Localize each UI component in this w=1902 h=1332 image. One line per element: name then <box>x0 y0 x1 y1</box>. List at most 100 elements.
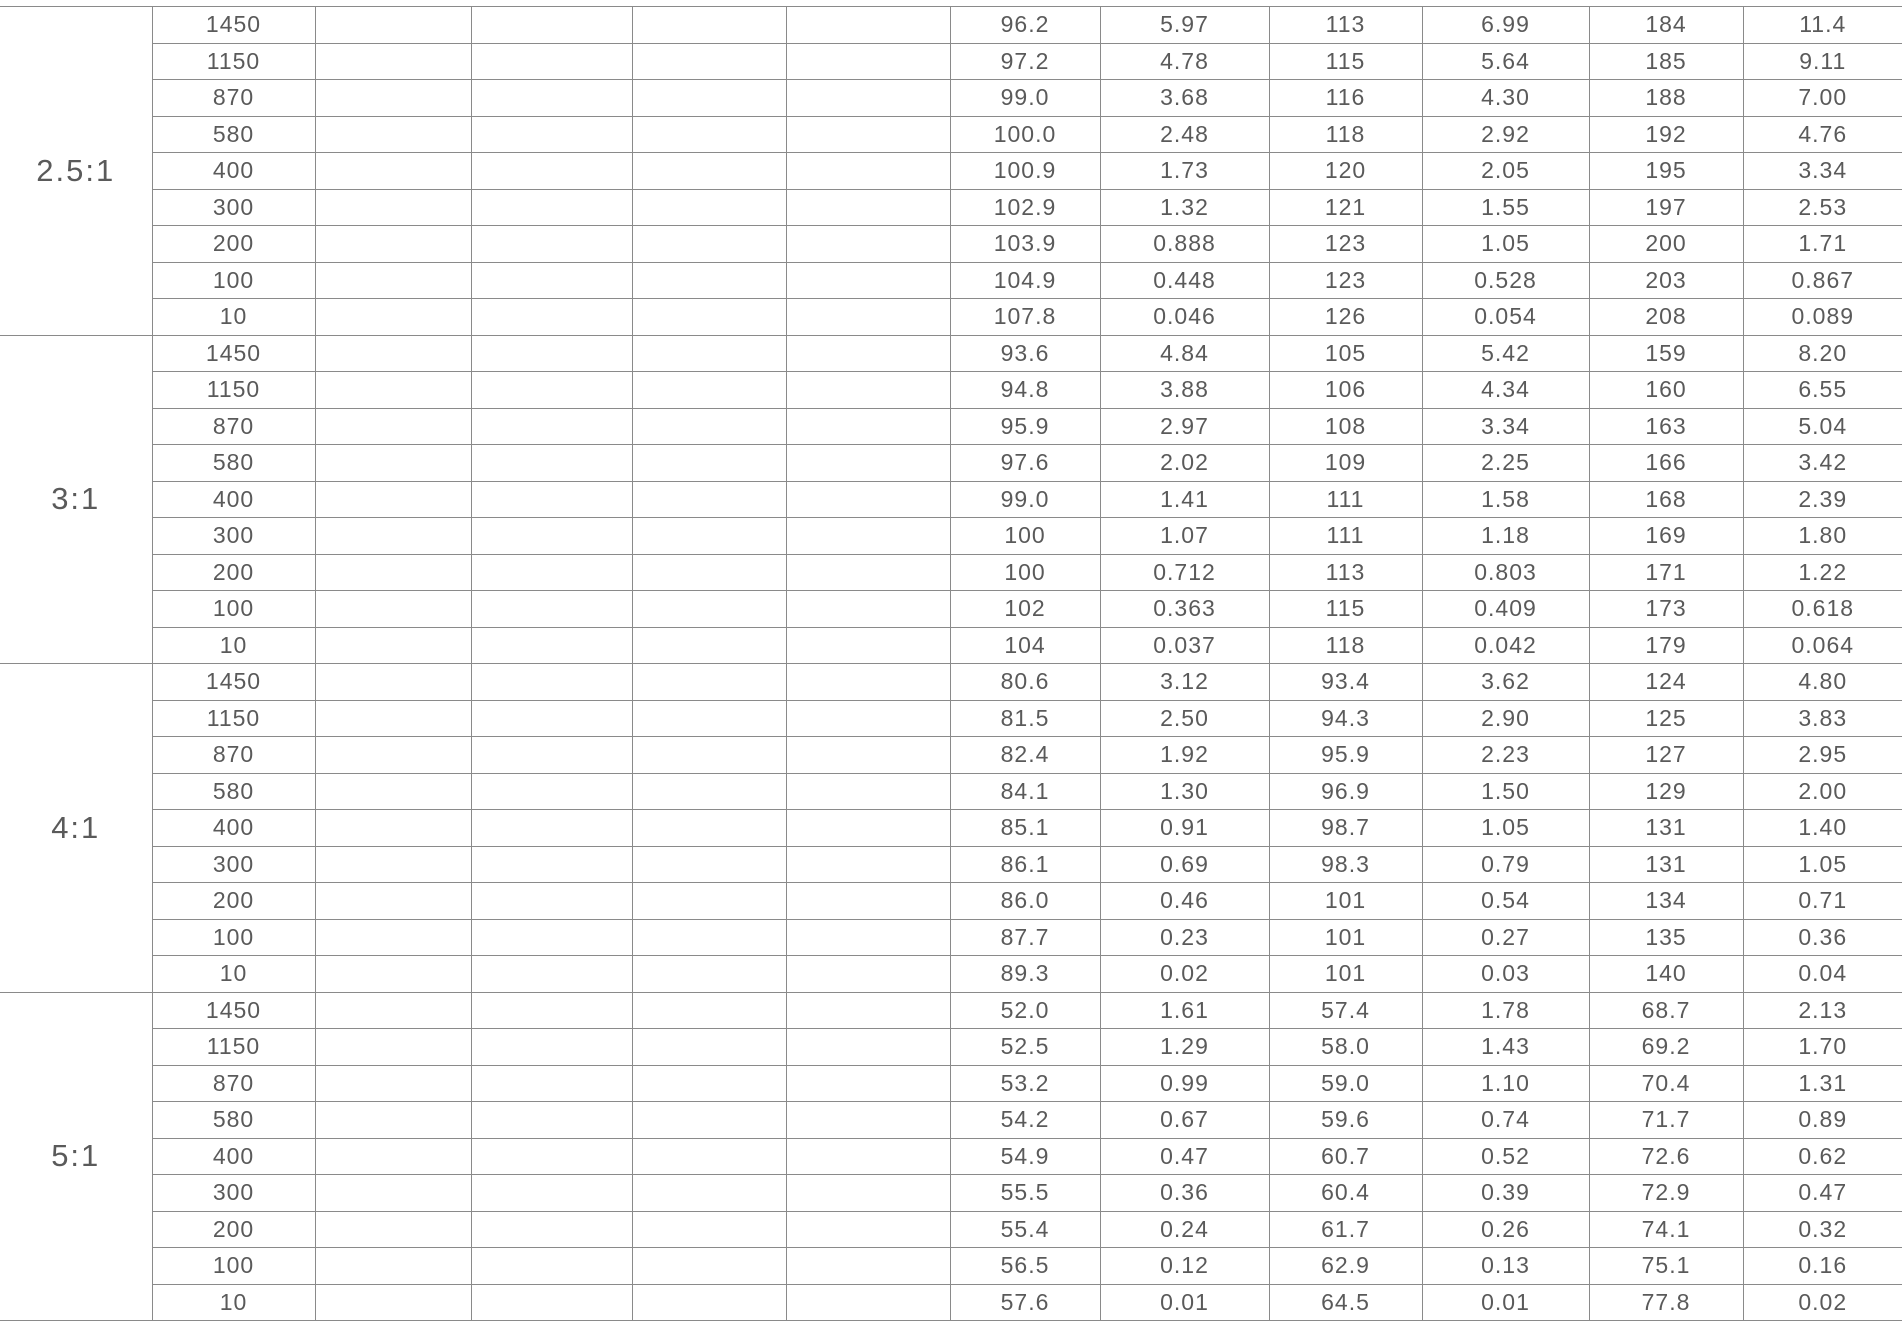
value-cell: 0.01 <box>1099 1283 1270 1321</box>
value-cell: 192 <box>1588 115 1744 153</box>
value-cell: 2.50 <box>1099 699 1270 737</box>
empty-cell <box>470 918 633 956</box>
empty-cell <box>785 261 951 299</box>
value-cell: 104 <box>949 626 1101 664</box>
empty-cell <box>470 407 633 445</box>
empty-cell <box>470 1283 633 1321</box>
value-cell: 0.36 <box>1742 918 1902 956</box>
value-cell: 0.02 <box>1742 1283 1902 1321</box>
value-cell: 1.10 <box>1421 1064 1590 1102</box>
table-row: 400 100.9 1.73 120 2.05 195 3.34 <box>0 152 1902 190</box>
value-cell: 4.78 <box>1099 42 1270 80</box>
speed-cell: 100 <box>151 1247 316 1285</box>
value-cell: 61.7 <box>1268 1210 1423 1248</box>
value-cell: 4.34 <box>1421 371 1590 409</box>
value-cell: 1.92 <box>1099 736 1270 774</box>
value-cell: 118 <box>1268 626 1423 664</box>
table-row: 10 57.6 0.01 64.5 0.01 77.8 0.02 <box>0 1283 1902 1321</box>
empty-cell <box>785 991 951 1029</box>
empty-cell <box>785 371 951 409</box>
value-cell: 0.23 <box>1099 918 1270 956</box>
empty-cell <box>631 480 787 518</box>
speed-cell: 580 <box>151 444 316 482</box>
empty-cell <box>314 809 472 847</box>
value-cell: 0.16 <box>1742 1247 1902 1285</box>
speed-cell: 400 <box>151 809 316 847</box>
value-cell: 94.8 <box>949 371 1101 409</box>
speed-cell: 1450 <box>151 663 316 701</box>
empty-cell <box>314 991 472 1029</box>
value-cell: 0.52 <box>1421 1137 1590 1175</box>
empty-cell <box>470 1247 633 1285</box>
table-row: 1150 81.5 2.50 94.3 2.90 125 3.83 <box>0 699 1902 737</box>
value-cell: 118 <box>1268 115 1423 153</box>
value-cell: 71.7 <box>1588 1101 1744 1139</box>
table-row: 5:1 1450 52.0 1.61 57.4 1.78 68.7 2.13 <box>0 991 1902 1321</box>
value-cell: 86.0 <box>949 882 1101 920</box>
empty-cell <box>314 517 472 555</box>
empty-cell <box>470 1174 633 1212</box>
empty-cell <box>470 1137 633 1175</box>
empty-cell <box>314 1137 472 1175</box>
ratio-speed-data-table: 2.5:1 1450 96.2 5.97 113 6.99 184 11.4 1150 97.2 4… <box>0 6 1902 1321</box>
empty-cell <box>631 699 787 737</box>
empty-cell <box>314 1101 472 1139</box>
value-cell: 68.7 <box>1588 991 1744 1029</box>
empty-cell <box>785 188 951 226</box>
empty-cell <box>631 1210 787 1248</box>
value-cell: 1.05 <box>1421 809 1590 847</box>
empty-cell <box>470 42 633 80</box>
value-cell: 1.58 <box>1421 480 1590 518</box>
empty-cell <box>785 407 951 445</box>
empty-cell <box>631 1028 787 1066</box>
value-cell: 6.55 <box>1742 371 1902 409</box>
value-cell: 0.712 <box>1099 553 1270 591</box>
value-cell: 0.62 <box>1742 1137 1902 1175</box>
empty-cell <box>785 882 951 920</box>
empty-cell <box>785 1210 951 1248</box>
value-cell: 2.92 <box>1421 115 1590 153</box>
speed-cell: 870 <box>151 79 316 117</box>
value-cell: 0.67 <box>1099 1101 1270 1139</box>
empty-cell <box>631 991 787 1029</box>
empty-cell <box>470 517 633 555</box>
empty-cell <box>314 918 472 956</box>
speed-cell: 1150 <box>151 371 316 409</box>
speed-cell: 300 <box>151 845 316 883</box>
empty-cell <box>470 699 633 737</box>
value-cell: 115 <box>1268 590 1423 628</box>
value-cell: 1.05 <box>1421 225 1590 263</box>
value-cell: 1.61 <box>1099 991 1270 1029</box>
table-row: 580 100.0 2.48 118 2.92 192 4.76 <box>0 115 1902 153</box>
empty-cell <box>470 882 633 920</box>
value-cell: 0.69 <box>1099 845 1270 883</box>
empty-cell <box>631 736 787 774</box>
empty-cell <box>314 1210 472 1248</box>
value-cell: 0.01 <box>1421 1283 1590 1321</box>
value-cell: 0.064 <box>1742 626 1902 664</box>
speed-cell: 400 <box>151 480 316 518</box>
value-cell: 173 <box>1588 590 1744 628</box>
value-cell: 0.867 <box>1742 261 1902 299</box>
table-row: 300 100 1.07 111 1.18 169 1.80 <box>0 517 1902 555</box>
value-cell: 0.046 <box>1099 298 1270 336</box>
value-cell: 0.363 <box>1099 590 1270 628</box>
value-cell: 0.409 <box>1421 590 1590 628</box>
value-cell: 102.9 <box>949 188 1101 226</box>
empty-cell <box>470 772 633 810</box>
value-cell: 203 <box>1588 261 1744 299</box>
empty-cell <box>785 1283 951 1321</box>
empty-cell <box>314 1064 472 1102</box>
empty-cell <box>314 553 472 591</box>
value-cell: 188 <box>1588 79 1744 117</box>
empty-cell <box>470 1101 633 1139</box>
empty-cell <box>785 1064 951 1102</box>
value-cell: 171 <box>1588 553 1744 591</box>
value-cell: 1.30 <box>1099 772 1270 810</box>
empty-cell <box>631 1174 787 1212</box>
empty-cell <box>314 882 472 920</box>
value-cell: 55.4 <box>949 1210 1101 1248</box>
value-cell: 70.4 <box>1588 1064 1744 1102</box>
table-row: 1150 94.8 3.88 106 4.34 160 6.55 <box>0 371 1902 409</box>
value-cell: 208 <box>1588 298 1744 336</box>
